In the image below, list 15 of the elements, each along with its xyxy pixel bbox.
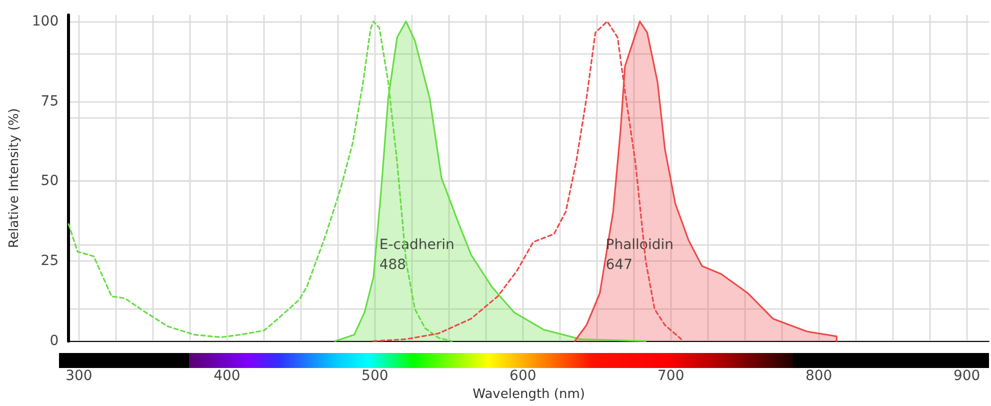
annotation: E-cadherin 488 [379, 236, 454, 273]
y-tick-label: 75 [40, 93, 59, 110]
x-tick-label: 800 [805, 368, 832, 384]
y-tick-label: 100 [32, 13, 59, 30]
x-tick-label: 900 [953, 368, 980, 384]
y-tick-label: 0 [50, 333, 59, 350]
x-tick-label: 300 [66, 368, 92, 384]
x-tick-label: 700 [657, 368, 684, 384]
x-tick-label: 500 [362, 368, 388, 384]
y-tick-label: 25 [40, 253, 59, 270]
x-axis-title: Wavelength (nm) [472, 387, 585, 402]
y-tick-label: 50 [40, 173, 59, 190]
x-tick-label: 400 [214, 368, 240, 384]
y-axis-title: Relative Intensity (%) [7, 108, 22, 248]
x-tick-label: 600 [510, 368, 536, 384]
